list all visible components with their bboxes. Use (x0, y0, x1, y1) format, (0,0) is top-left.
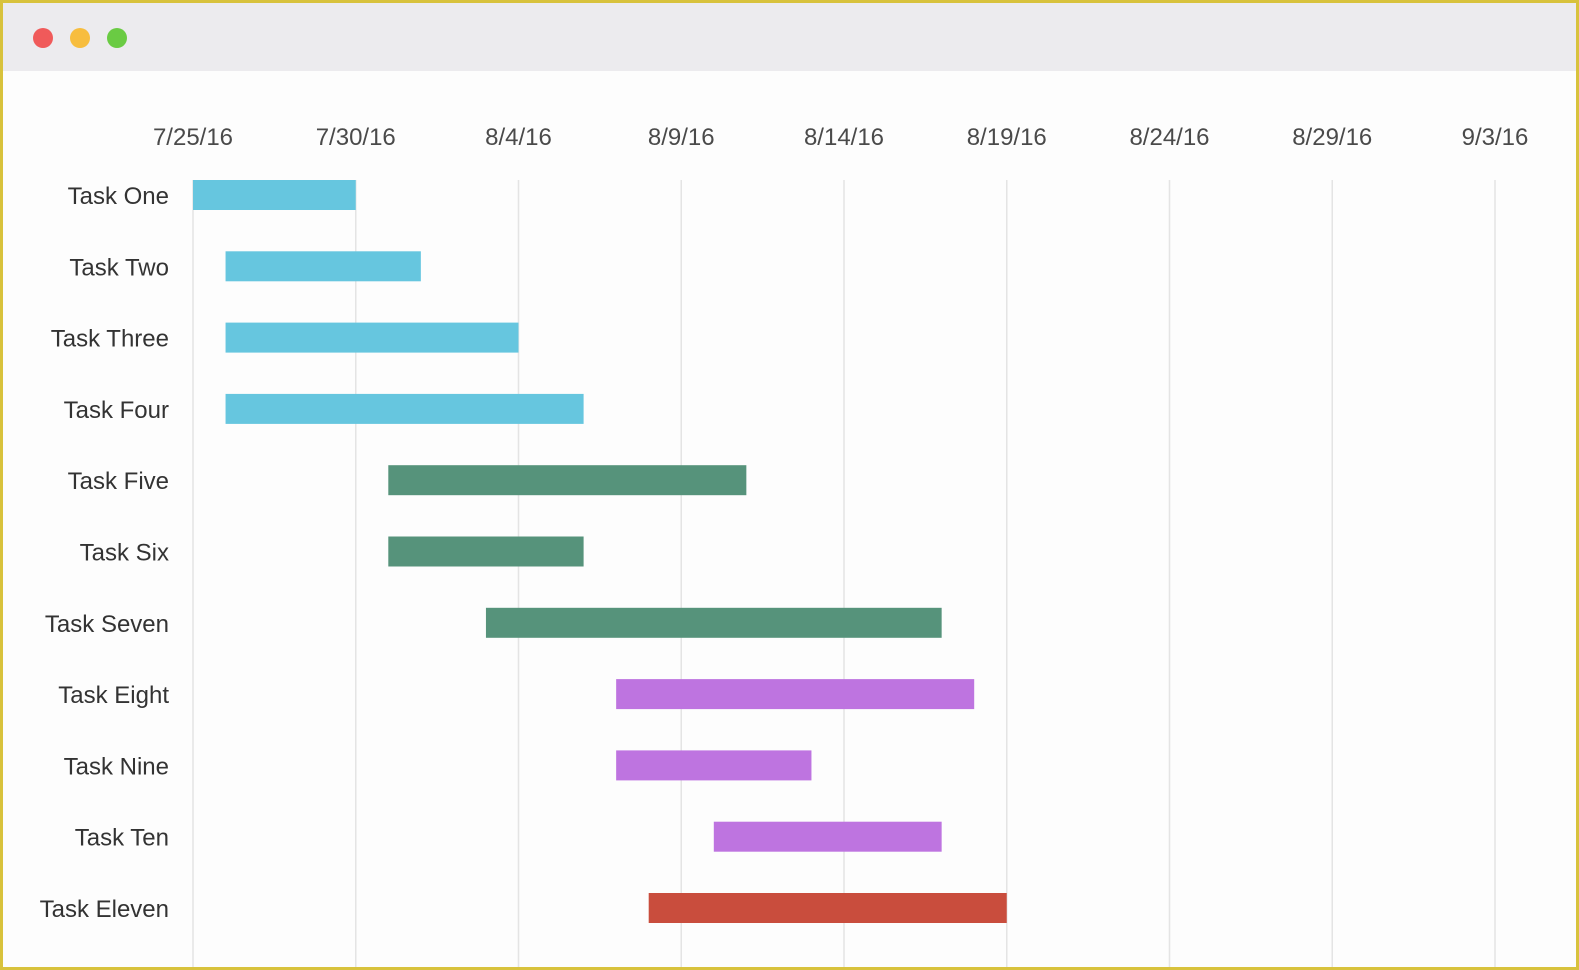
x-tick-label: 9/3/16 (1462, 124, 1529, 151)
task-label: Task Six (80, 540, 169, 567)
x-tick-label: 8/29/16 (1292, 124, 1372, 151)
maximize-window-button[interactable] (107, 28, 127, 48)
task-label: Task Seven (45, 611, 169, 638)
task-bar[interactable] (225, 393, 584, 424)
task-label: Task Five (68, 468, 169, 495)
x-tick-label: 8/14/16 (804, 124, 884, 151)
task-label: Task Eleven (40, 896, 169, 923)
task-label: Task Eight (58, 682, 169, 709)
task-bar[interactable] (485, 607, 942, 638)
task-label: Task Two (69, 254, 169, 281)
x-tick-label: 7/30/16 (316, 124, 396, 151)
window-titlebar (3, 3, 1576, 71)
task-label: Task One (68, 183, 169, 210)
x-tick-label: 8/24/16 (1129, 124, 1209, 151)
task-bar[interactable] (616, 679, 975, 710)
x-tick-label: 8/9/16 (648, 124, 715, 151)
task-bar[interactable] (388, 536, 584, 567)
close-window-button[interactable] (33, 28, 53, 48)
x-tick-label: 8/4/16 (485, 124, 552, 151)
task-bar[interactable] (225, 251, 421, 282)
task-label: Task Four (64, 397, 169, 424)
task-bar[interactable] (388, 465, 747, 496)
task-bar[interactable] (648, 893, 1007, 923)
x-tick-label: 7/25/16 (153, 124, 233, 151)
task-bar[interactable] (713, 821, 942, 852)
minimize-window-button[interactable] (70, 28, 90, 48)
task-label: Task Three (51, 326, 169, 353)
task-bar[interactable] (225, 322, 519, 353)
gantt-chart: 7/25/16 7/30/16 8/4/16 8/9/16 8/14/16 8/19/16… (40, 124, 1529, 967)
task-bar[interactable] (616, 750, 812, 781)
x-tick-label: 8/19/16 (967, 124, 1047, 151)
task-label: Task Nine (64, 753, 169, 780)
task-label: Task Ten (75, 825, 169, 852)
task-bar[interactable] (193, 180, 356, 210)
